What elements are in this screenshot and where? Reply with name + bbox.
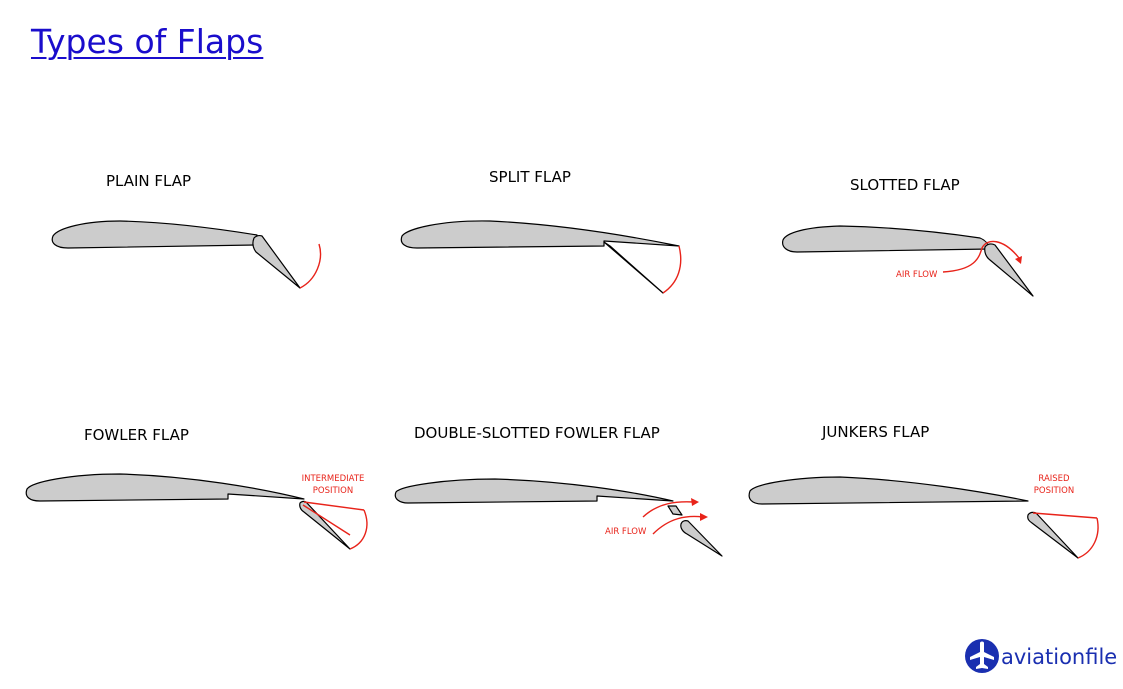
slotted-flap-diagram: SLOTTED FLAP AIR FLOW	[782, 176, 1034, 297]
junkers-flap-position-label-2: POSITION	[1034, 486, 1074, 496]
slotted-flap-wing	[782, 225, 991, 253]
slotted-flap-label: SLOTTED FLAP	[850, 176, 960, 194]
split-flap-label: SPLIT FLAP	[489, 168, 571, 186]
fowler-flap-diagram: FOWLER FLAP INTERMEDIATE POSITION	[25, 426, 368, 550]
split-flap-wing	[400, 220, 680, 249]
slotted-flap-airflow-label: AIR FLOW	[896, 270, 938, 280]
split-flap-surface	[603, 241, 664, 294]
split-flap-deflection-arc	[662, 245, 682, 294]
double-slotted-upper-airflow	[642, 501, 695, 518]
double-slotted-lower-airflow	[652, 515, 704, 535]
logo-text: aviationfile	[1001, 645, 1117, 669]
fowler-flap-intermediate-outline	[302, 504, 351, 536]
plain-flap-label: PLAIN FLAP	[106, 172, 191, 190]
fowler-flap-deflection-arc	[349, 509, 368, 550]
plain-flap-wing	[51, 220, 258, 249]
double-slotted-main-flap	[680, 520, 723, 557]
double-slotted-airflow-label: AIR FLOW	[605, 527, 647, 537]
junkers-flap-raised-outline	[1032, 512, 1098, 519]
airplane-icon-glyph	[970, 641, 994, 669]
junkers-flap-diagram: JUNKERS FLAP RAISED POSITION	[748, 423, 1099, 559]
double-slotted-fowler-flap-diagram: DOUBLE-SLOTTED FOWLER FLAP AIR FLOW	[394, 424, 723, 557]
double-slotted-upper-arrowhead	[691, 498, 699, 506]
fowler-flap-wing	[25, 473, 305, 502]
slotted-flap-surface	[984, 243, 1034, 297]
double-slotted-wing	[394, 478, 674, 504]
plain-flap-diagram: PLAIN FLAP	[51, 172, 322, 289]
page-title[interactable]: Types of Flaps	[31, 22, 264, 61]
fowler-flap-position-label-1: INTERMEDIATE	[302, 474, 365, 484]
slotted-flap-airflow-arrow	[942, 240, 1020, 273]
fowler-flap-raised-outline	[303, 501, 365, 511]
junkers-flap-surface	[1027, 511, 1079, 559]
junkers-flap-position-label-1: RAISED	[1038, 474, 1070, 484]
junkers-flap-wing	[748, 476, 1029, 505]
split-flap-diagram: SPLIT FLAP	[400, 168, 682, 294]
fowler-flap-label: FOWLER FLAP	[84, 426, 189, 444]
slotted-flap-airflow-arrowhead	[1015, 256, 1022, 264]
plain-flap-deflection-arc	[299, 243, 322, 289]
double-slotted-vane	[667, 505, 683, 516]
double-slotted-lower-arrowhead	[700, 513, 708, 521]
fowler-flap-position-label-2: POSITION	[313, 486, 353, 496]
junkers-flap-deflection-arc	[1077, 517, 1099, 559]
junkers-flap-label: JUNKERS FLAP	[821, 423, 929, 441]
double-slotted-fowler-flap-label: DOUBLE-SLOTTED FOWLER FLAP	[414, 424, 660, 442]
plain-flap-surface	[252, 235, 301, 289]
aviationfile-logo[interactable]: aviationfile	[965, 639, 1117, 673]
